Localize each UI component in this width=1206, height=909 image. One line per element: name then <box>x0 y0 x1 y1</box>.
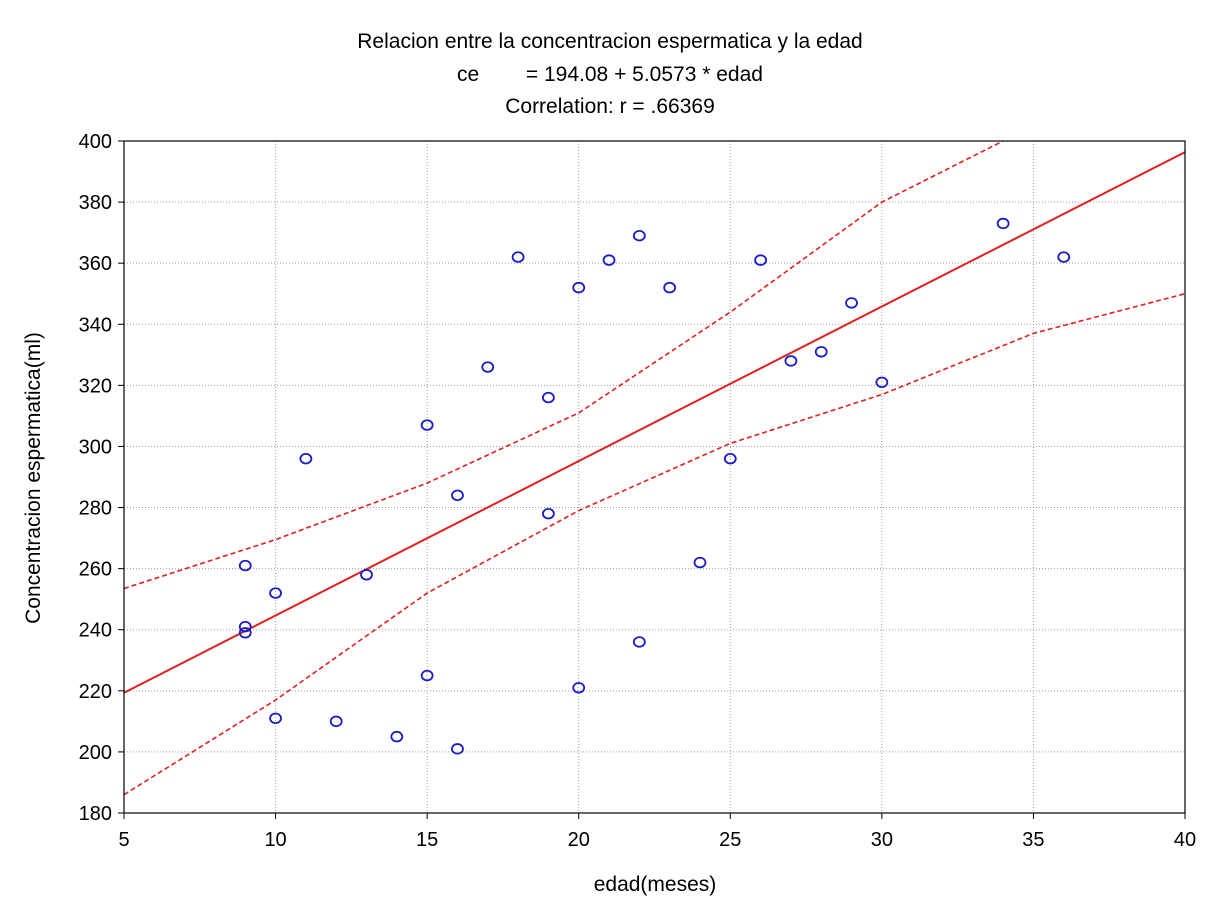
data-point <box>269 587 282 599</box>
data-point <box>572 682 586 694</box>
data-point <box>1057 251 1071 263</box>
data-points <box>238 217 1071 755</box>
data-point <box>632 229 646 242</box>
y-tick-label: 380 <box>79 192 112 214</box>
data-point <box>723 452 737 465</box>
data-point <box>420 419 434 431</box>
grid-lines <box>124 141 1185 813</box>
plot-frame <box>123 140 1186 814</box>
data-point <box>238 627 252 639</box>
x-tick-label: 5 <box>118 829 129 851</box>
data-point <box>451 743 464 755</box>
data-point <box>602 254 616 266</box>
regression-line <box>124 151 1185 694</box>
y-axis-ticks: 180 200 220 240 260 280 300 320 340 360 380 400 <box>79 131 124 825</box>
data-point <box>845 297 858 309</box>
data-point <box>299 452 313 465</box>
x-tick-label: 25 <box>719 829 741 851</box>
data-point <box>360 569 373 581</box>
y-tick-label: 320 <box>79 375 112 397</box>
y-axis-label: Concentracion espermatica(ml) <box>22 332 45 624</box>
data-point <box>390 730 404 743</box>
data-point <box>329 715 343 728</box>
y-tick-label: 240 <box>79 620 112 642</box>
x-tick-label: 15 <box>416 829 438 851</box>
data-point <box>238 620 252 633</box>
data-point <box>814 346 828 358</box>
data-point <box>996 217 1010 230</box>
confidence-band <box>124 141 1185 796</box>
data-point <box>875 376 889 389</box>
data-point <box>572 281 586 294</box>
y-tick-label: 220 <box>79 681 112 703</box>
title-line-3: Correlation: r = .66369 <box>505 95 715 118</box>
data-point <box>420 669 434 682</box>
data-point <box>542 391 555 404</box>
y-tick-label: 360 <box>79 253 112 275</box>
data-point <box>784 355 798 367</box>
y-tick-label: 260 <box>79 559 112 581</box>
x-tick-label: 10 <box>264 829 286 851</box>
data-point <box>511 251 525 263</box>
x-axis-ticks: 5 10 15 20 25 30 35 40 <box>118 813 1196 851</box>
y-tick-label: 400 <box>79 131 112 153</box>
regression-line-group <box>124 151 1185 694</box>
chart-title: Relacion entre la concentracion espermat… <box>357 30 862 118</box>
data-point <box>481 361 495 373</box>
y-tick-label: 300 <box>79 436 112 458</box>
data-point <box>451 489 464 502</box>
x-tick-label: 35 <box>1022 829 1044 851</box>
title-line-1: Relacion entre la concentracion espermat… <box>357 30 862 53</box>
x-tick-label: 40 <box>1174 829 1196 851</box>
y-tick-label: 200 <box>79 742 112 764</box>
data-point <box>238 559 252 572</box>
data-point <box>632 636 646 648</box>
data-point <box>542 507 555 520</box>
plot-frame-rect <box>123 140 1186 814</box>
data-point <box>663 281 677 294</box>
y-tick-label: 340 <box>79 314 112 336</box>
data-point <box>693 556 707 569</box>
x-axis-label: edad(meses) <box>594 873 717 896</box>
x-tick-label: 20 <box>568 829 590 851</box>
confidence-upper-line <box>124 141 1004 590</box>
data-point <box>269 712 282 725</box>
y-tick-label: 180 <box>79 803 112 825</box>
title-line-2: ce = 194.08 + 5.0573 * edad <box>457 63 763 86</box>
y-tick-label: 280 <box>79 498 112 520</box>
data-point <box>754 254 767 266</box>
x-tick-label: 30 <box>871 829 893 851</box>
confidence-lower-line <box>124 292 1185 796</box>
